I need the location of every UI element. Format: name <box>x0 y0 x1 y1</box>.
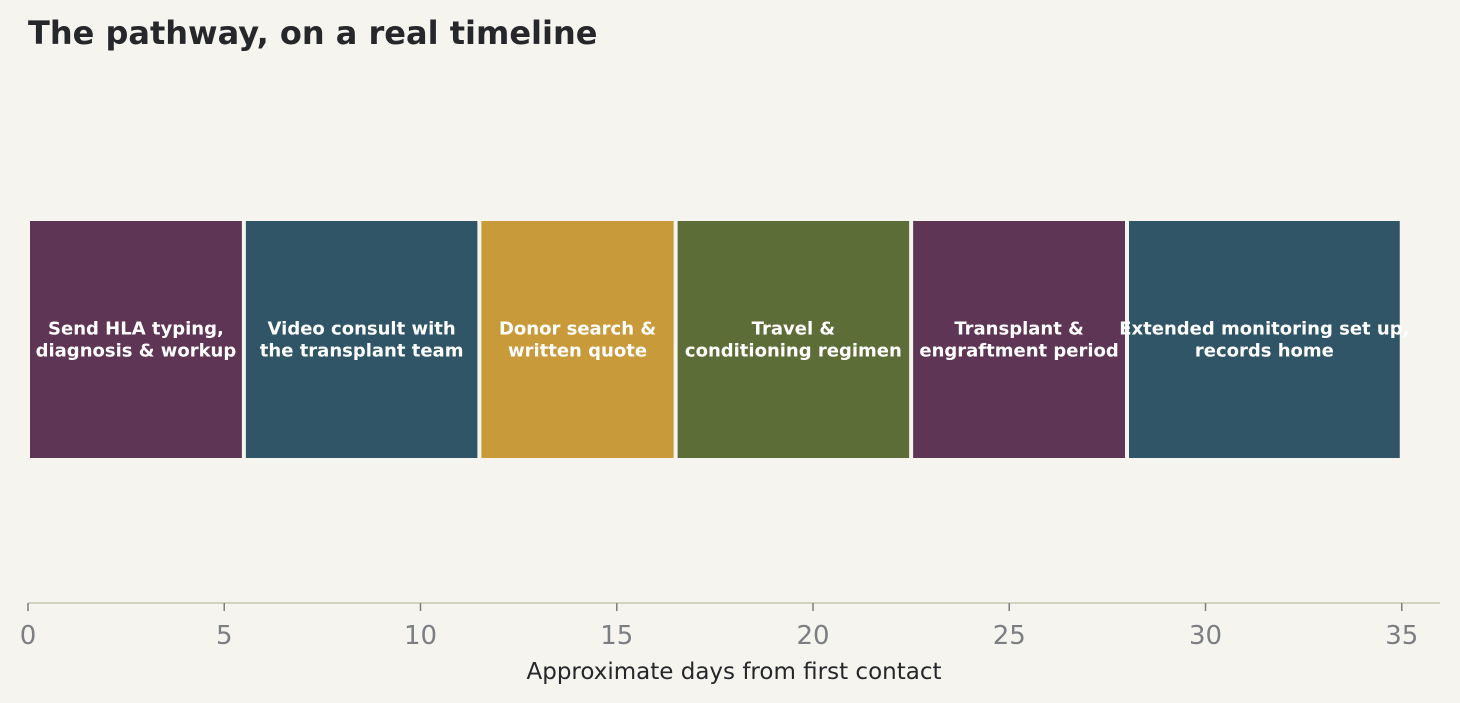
segment-label-line: the transplant team <box>260 341 464 362</box>
timeline-segment: Send HLA typing, diagnosis & workup <box>30 221 242 458</box>
x-axis-title: Approximate days from first contact <box>527 659 942 685</box>
x-axis-ticks: 0 5 10 15 20 25 30 35 <box>20 603 1418 651</box>
x-tick-label: 20 <box>796 621 829 651</box>
segment-label: Travel & conditioning regimen <box>685 319 902 362</box>
timeline-bar <box>1129 221 1400 458</box>
segment-label-line: engraftment period <box>919 341 1118 362</box>
x-tick-label: 10 <box>404 621 437 651</box>
x-tick-label: 5 <box>216 621 233 651</box>
x-tick-label: 35 <box>1385 621 1418 651</box>
segment-label-line: written quote <box>508 341 647 362</box>
x-tick-label: 30 <box>1189 621 1222 651</box>
timeline-bar <box>913 221 1125 458</box>
segment-label: Donor search & written quote <box>499 319 656 362</box>
segment-label-line: Travel & <box>752 319 835 340</box>
chart-title: The pathway, on a real timeline <box>28 14 598 52</box>
x-tick-label: 0 <box>20 621 37 651</box>
timeline-bar <box>481 221 674 458</box>
timeline-segment: Video consult with the transplant team <box>245 221 478 458</box>
segment-label-line: Send HLA typing, <box>48 319 224 340</box>
segment-label-line: records home <box>1195 341 1334 362</box>
segment-label-line: conditioning regimen <box>685 341 902 362</box>
timeline-segment: Travel & conditioning regimen <box>677 221 910 458</box>
segment-label: Extended monitoring set up, records home <box>1119 319 1409 362</box>
x-tick-label: 25 <box>993 621 1026 651</box>
x-tick-label: 15 <box>600 621 633 651</box>
timeline-segment: Donor search & written quote <box>481 221 674 458</box>
segment-label-line: diagnosis & workup <box>36 341 237 362</box>
timeline-segment: Extended monitoring set up, records home <box>1119 221 1409 458</box>
timeline-bar <box>245 221 478 458</box>
timeline-bars: Send HLA typing, diagnosis & workup Video … <box>30 221 1409 458</box>
segment-label-line: Donor search & <box>499 319 656 340</box>
segment-label-line: Video consult with <box>268 319 456 340</box>
timeline-bar <box>30 221 242 458</box>
segment-label: Transplant & engraftment period <box>919 319 1118 362</box>
x-axis: 0 5 10 15 20 25 30 35 Approximate days from fir… <box>20 602 1440 685</box>
segment-label: Send HLA typing, diagnosis & workup <box>36 319 237 362</box>
segment-label: Video consult with the transplant team <box>260 319 464 362</box>
timeline-bar <box>677 221 910 458</box>
timeline-segment: Transplant & engraftment period <box>913 221 1125 458</box>
segment-label-line: Extended monitoring set up, <box>1119 319 1409 340</box>
segment-label-line: Transplant & <box>954 319 1083 340</box>
